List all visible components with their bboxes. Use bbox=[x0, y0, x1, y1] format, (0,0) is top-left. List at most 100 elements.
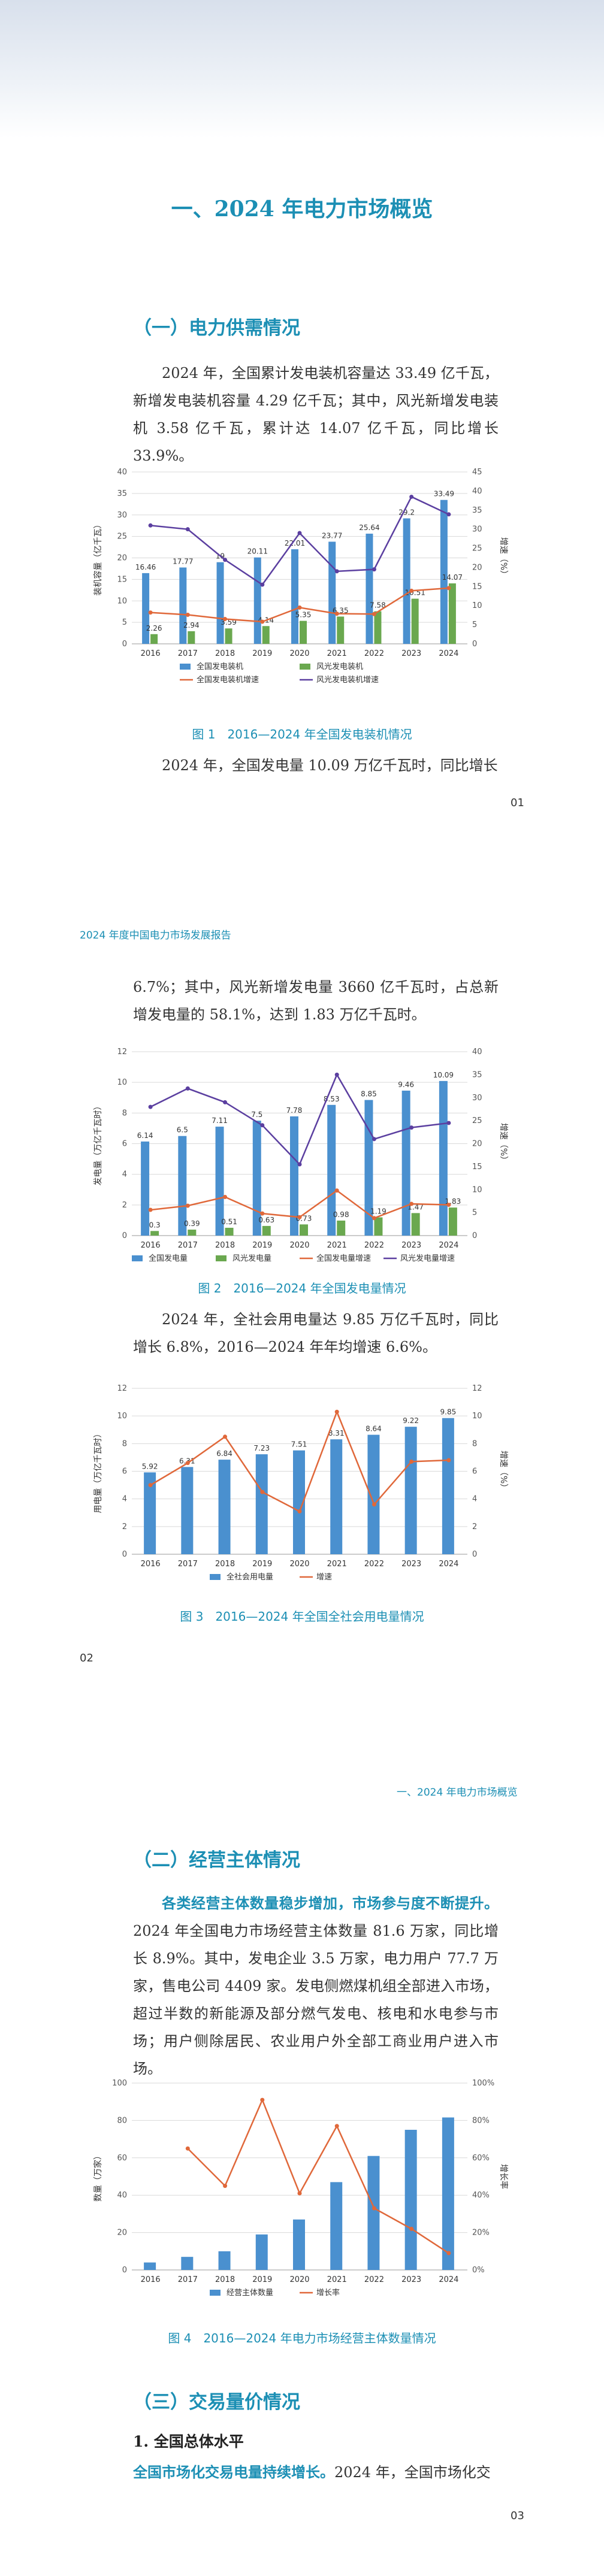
y-tick-label: 25 bbox=[117, 532, 127, 541]
bar bbox=[439, 1080, 448, 1236]
line-point bbox=[297, 1215, 302, 1219]
running-head: 2024 年度中国电力市场发展报告 bbox=[80, 930, 231, 942]
line-point bbox=[334, 569, 339, 574]
legend-label: 全国发电量增速 bbox=[316, 1254, 371, 1263]
x-tick-label: 2019 bbox=[252, 2275, 272, 2284]
bar-value-label: 2.26 bbox=[146, 624, 162, 632]
bar bbox=[141, 1141, 150, 1236]
line-point bbox=[185, 1086, 190, 1091]
y-tick-label: 2 bbox=[122, 1522, 127, 1531]
y-tick-label: 8 bbox=[122, 1109, 127, 1118]
x-tick-label: 2017 bbox=[178, 1560, 198, 1569]
bar bbox=[374, 1217, 383, 1236]
bar bbox=[188, 1230, 197, 1236]
x-tick-label: 2019 bbox=[252, 1560, 272, 1569]
bar bbox=[255, 1454, 268, 1554]
line-point bbox=[409, 1125, 414, 1130]
page-number: 01 bbox=[511, 797, 524, 809]
y2-tick-label: 80% bbox=[472, 2116, 490, 2125]
line-point bbox=[446, 1203, 451, 1207]
y2-tick-label: 30 bbox=[472, 525, 482, 534]
legend-label: 全国发电量 bbox=[149, 1254, 188, 1263]
bar bbox=[367, 1434, 380, 1554]
y-tick-label: 20 bbox=[117, 554, 127, 563]
y-tick-label: 5 bbox=[122, 618, 127, 627]
line-point bbox=[260, 1211, 265, 1216]
bar bbox=[411, 1213, 420, 1236]
x-tick-label: 2022 bbox=[364, 1241, 384, 1250]
y2-tick-label: 5 bbox=[472, 620, 477, 629]
x-tick-label: 2018 bbox=[215, 1560, 235, 1569]
chart-generation-output: 0 2 4 6 8 10 12 0 5 10 15 20 25 30 35 40 发电量（万亿千瓦时） 增速（%）… bbox=[93, 1048, 508, 1263]
line-point bbox=[334, 1188, 339, 1193]
bar bbox=[215, 1127, 224, 1236]
bar-value-label: 0.63 bbox=[258, 1216, 274, 1224]
bar bbox=[218, 1460, 231, 1554]
y2-tick-label: 60% bbox=[472, 2154, 490, 2163]
y2-tick-label: 0 bbox=[472, 1231, 477, 1240]
legend-label: 风光发电量增速 bbox=[400, 1254, 455, 1263]
bar-value-label: 0.3 bbox=[149, 1221, 161, 1229]
line-point bbox=[260, 619, 265, 624]
line-point bbox=[334, 612, 339, 616]
bar bbox=[262, 626, 270, 644]
bar-value-label: 9.85 bbox=[440, 1408, 457, 1416]
bar-value-label: 7.58 bbox=[370, 601, 386, 610]
x-tick-label: 2019 bbox=[252, 1241, 272, 1250]
y2-tick-label: 6 bbox=[472, 1467, 477, 1476]
bar-value-label: 7.78 bbox=[286, 1106, 303, 1115]
y2-tick-label: 40% bbox=[472, 2191, 490, 2200]
bar-value-label: 7.5 bbox=[251, 1110, 262, 1119]
bar bbox=[293, 1450, 305, 1554]
bar-value-label: 0.51 bbox=[221, 1218, 237, 1226]
x-tick-label: 2017 bbox=[178, 649, 198, 658]
bar bbox=[337, 616, 345, 644]
line-point bbox=[409, 588, 414, 593]
bar bbox=[440, 500, 448, 644]
bar-value-label: 17.77 bbox=[173, 558, 193, 566]
bar-value-label: 6.14 bbox=[137, 1131, 153, 1140]
chart-consumption: 0 2 4 6 8 10 12 0 2 4 6 8 10 12 用电量（万亿千瓦时） 增速（%） 2016 201… bbox=[93, 1384, 508, 1582]
line-point bbox=[409, 1459, 414, 1464]
bar bbox=[225, 628, 232, 644]
series-line bbox=[187, 2097, 449, 2254]
bar bbox=[448, 1207, 457, 1236]
x-tick-label: 2020 bbox=[289, 649, 309, 658]
bar-value-label: 9.22 bbox=[403, 1416, 419, 1425]
bar bbox=[252, 1121, 261, 1236]
bar bbox=[181, 1467, 194, 1554]
line-point bbox=[409, 494, 414, 499]
line-point bbox=[446, 512, 451, 517]
bar-value-label: 7.51 bbox=[291, 1440, 307, 1449]
line-point bbox=[334, 1072, 339, 1077]
subsection-heading-national: 1. 全国总体水平 bbox=[133, 2433, 244, 2450]
figure-1-caption: 图 1 2016—2024 年全国发电装机情况 bbox=[192, 727, 412, 741]
y-axis-label: 用电量（万亿千瓦时） bbox=[93, 1430, 103, 1513]
x-tick-label: 2016 bbox=[141, 1560, 161, 1569]
y-tick-label: 15 bbox=[117, 575, 127, 584]
bar bbox=[142, 573, 150, 644]
x-tick-label: 2017 bbox=[178, 1241, 198, 1250]
bar-value-label: 6.5 bbox=[177, 1126, 188, 1134]
legend-swatch bbox=[300, 664, 310, 670]
x-tick-label: 2022 bbox=[364, 1560, 384, 1569]
bar-value-label: 0.98 bbox=[333, 1210, 349, 1219]
y-tick-label: 6 bbox=[122, 1140, 127, 1149]
bar bbox=[404, 2130, 417, 2270]
y-tick-label: 12 bbox=[117, 1048, 127, 1057]
line-point bbox=[223, 1100, 228, 1104]
line-point bbox=[223, 1195, 228, 1200]
x-tick-label: 2019 bbox=[252, 649, 272, 658]
y2-tick-label: 15 bbox=[472, 582, 482, 591]
y-tick-label: 10 bbox=[117, 1078, 127, 1087]
x-tick-label: 2021 bbox=[327, 649, 347, 658]
line-point bbox=[185, 2146, 190, 2151]
line-point bbox=[372, 612, 376, 616]
bar bbox=[300, 620, 307, 644]
x-tick-label: 2024 bbox=[439, 649, 458, 658]
line-point bbox=[297, 1162, 302, 1167]
bar bbox=[181, 2257, 194, 2270]
y2-tick-label: 0 bbox=[472, 640, 477, 649]
y2-axis-label: 增速（%） bbox=[499, 537, 508, 579]
legend-swatch bbox=[216, 1255, 226, 1261]
